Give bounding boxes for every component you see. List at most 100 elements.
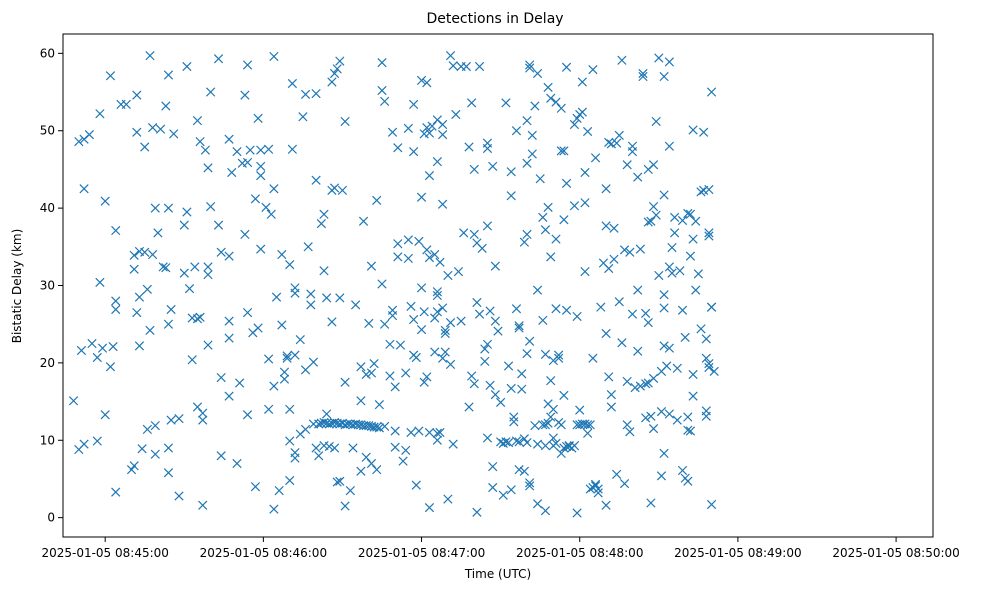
x-axis-label: Time (UTC) xyxy=(464,567,531,581)
data-point xyxy=(635,381,645,391)
data-point xyxy=(150,203,160,213)
data-point xyxy=(677,305,688,315)
y-tick-label: 0 xyxy=(47,511,55,525)
data-point xyxy=(664,343,674,353)
data-point xyxy=(583,428,593,438)
data-point xyxy=(242,60,253,70)
data-point xyxy=(641,379,651,389)
data-point xyxy=(511,436,522,446)
data-point xyxy=(100,410,110,420)
data-point xyxy=(511,304,522,314)
data-point xyxy=(380,96,390,106)
data-point xyxy=(337,185,348,195)
data-point xyxy=(345,485,355,496)
data-point xyxy=(538,420,548,430)
data-point xyxy=(572,311,582,322)
data-point xyxy=(432,287,442,297)
data-point xyxy=(203,262,213,272)
data-point xyxy=(482,143,493,154)
data-point xyxy=(329,68,340,79)
x-tick-label: 2025-01-05 08:50:00 xyxy=(832,546,959,560)
data-point xyxy=(250,194,261,204)
data-point xyxy=(422,123,432,133)
x-tick-label: 2025-01-05 08:47:00 xyxy=(358,546,485,560)
data-point xyxy=(277,249,287,260)
data-point xyxy=(482,433,493,443)
data-point xyxy=(285,259,295,270)
data-point xyxy=(163,319,174,329)
data-point xyxy=(311,443,321,453)
data-point xyxy=(200,145,210,155)
data-point xyxy=(688,234,698,244)
data-point xyxy=(498,490,508,500)
data-point xyxy=(638,71,648,82)
data-point xyxy=(377,58,387,68)
data-point xyxy=(401,368,411,378)
data-point xyxy=(556,448,566,459)
data-point xyxy=(532,285,543,295)
x-tick-label: 2025-01-05 08:46:00 xyxy=(200,546,327,560)
data-point xyxy=(606,389,616,400)
data-point xyxy=(134,292,145,302)
data-point xyxy=(556,420,566,430)
data-point xyxy=(264,144,274,154)
data-point xyxy=(546,412,556,422)
data-point xyxy=(163,203,174,213)
data-point xyxy=(525,478,535,488)
data-point xyxy=(451,109,461,120)
data-point xyxy=(577,77,587,87)
data-point xyxy=(153,228,163,238)
data-point xyxy=(145,325,155,336)
data-point xyxy=(527,130,537,140)
data-point xyxy=(224,391,234,401)
data-point xyxy=(319,417,329,428)
data-point xyxy=(482,339,493,349)
data-point xyxy=(535,174,545,184)
data-point xyxy=(490,261,500,271)
data-point xyxy=(198,408,208,418)
data-point xyxy=(129,264,139,274)
data-point xyxy=(546,376,556,386)
data-point xyxy=(633,285,643,295)
data-point xyxy=(709,366,719,377)
data-point xyxy=(298,112,308,122)
data-point xyxy=(184,283,195,294)
data-point xyxy=(203,163,213,173)
data-point xyxy=(198,500,208,510)
data-point xyxy=(593,488,603,498)
data-point xyxy=(619,478,630,489)
data-point xyxy=(430,249,440,260)
data-point xyxy=(179,268,189,278)
data-point xyxy=(316,218,326,229)
data-point xyxy=(206,201,216,212)
data-point xyxy=(488,461,498,472)
data-point xyxy=(409,147,419,157)
data-point xyxy=(448,61,458,71)
data-point xyxy=(641,413,651,423)
data-point xyxy=(424,427,435,438)
data-point xyxy=(364,318,374,329)
data-point xyxy=(688,391,698,401)
data-point xyxy=(706,302,717,312)
data-point xyxy=(361,452,371,462)
data-point xyxy=(256,170,266,181)
data-point xyxy=(627,309,638,319)
data-point xyxy=(269,504,279,514)
data-point xyxy=(501,437,511,447)
data-point xyxy=(514,465,524,475)
data-point xyxy=(134,341,145,351)
data-point xyxy=(79,439,89,449)
data-point xyxy=(322,409,332,419)
data-point xyxy=(319,266,329,276)
data-point xyxy=(327,317,337,327)
data-point xyxy=(406,301,416,312)
data-point xyxy=(474,61,485,72)
data-point xyxy=(224,134,234,144)
data-point xyxy=(163,443,174,453)
data-point xyxy=(659,341,669,351)
data-point xyxy=(224,251,234,261)
data-point xyxy=(87,338,97,349)
data-point xyxy=(74,136,84,147)
data-point xyxy=(385,371,395,381)
data-point xyxy=(438,199,448,209)
